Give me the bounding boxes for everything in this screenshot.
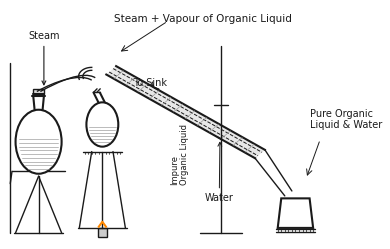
Ellipse shape [19,131,58,167]
Bar [98,228,106,237]
Text: To Sink: To Sink [133,78,167,88]
Ellipse shape [87,102,118,147]
Polygon shape [278,198,313,228]
Text: Steam: Steam [28,31,60,85]
Bar [33,89,44,94]
Ellipse shape [16,110,62,174]
Polygon shape [106,66,265,158]
Text: Steam + Vapour of Organic Liquid: Steam + Vapour of Organic Liquid [114,14,292,24]
Polygon shape [278,218,312,227]
Text: Water: Water [205,142,234,203]
Text: Impure
Organic Liquid: Impure Organic Liquid [170,124,189,185]
Text: Pure Organic
Liquid & Water: Pure Organic Liquid & Water [310,109,382,130]
